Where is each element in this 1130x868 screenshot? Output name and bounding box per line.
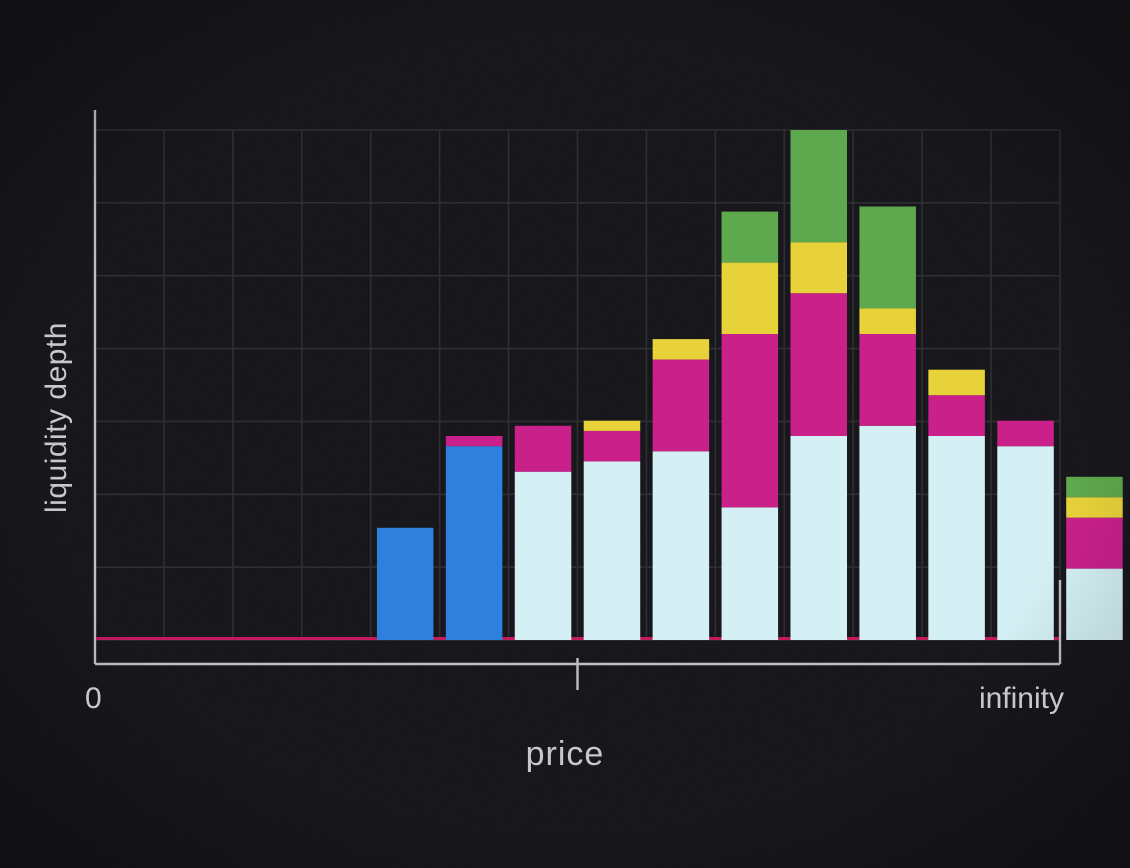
chart-container: liquidity depth price 0 infinity <box>0 0 1130 868</box>
x-tick-zero: 0 <box>85 682 102 716</box>
y-axis-label: liquidity depth <box>40 322 74 513</box>
x-tick-infinity: infinity <box>979 682 1064 716</box>
x-axis-label: price <box>526 735 605 774</box>
